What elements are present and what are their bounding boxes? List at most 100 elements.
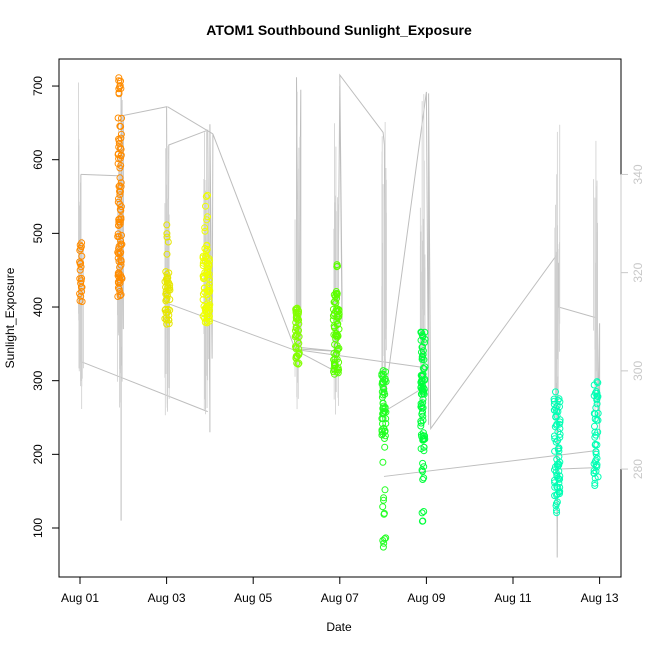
data-point — [116, 187, 123, 195]
data-point — [330, 324, 338, 332]
data-point — [379, 379, 387, 386]
data-point — [117, 179, 125, 187]
data-point — [292, 343, 299, 350]
data-point — [420, 436, 428, 443]
data-point — [591, 482, 599, 489]
data-point — [77, 259, 85, 267]
data-point — [203, 216, 211, 224]
data-point — [330, 312, 338, 320]
grey-segment — [80, 361, 208, 413]
data-point — [419, 370, 427, 378]
grey-segment — [167, 106, 214, 135]
data-point — [117, 123, 125, 130]
data-point — [593, 395, 601, 403]
grey-segment — [297, 349, 424, 368]
y-tick-label: 300 — [31, 370, 45, 390]
data-point — [115, 139, 123, 147]
data-point — [114, 272, 122, 280]
data-point — [202, 202, 209, 210]
data-point — [379, 410, 387, 418]
data-point — [330, 359, 338, 366]
data-point — [421, 339, 428, 346]
data-point — [420, 508, 428, 515]
data-point — [420, 390, 428, 398]
data-point — [333, 333, 341, 341]
data-point — [555, 479, 563, 487]
right-tick-label: 300 — [631, 361, 645, 381]
data-point — [204, 303, 212, 310]
data-point — [381, 435, 388, 442]
data-point — [204, 191, 211, 199]
data-point — [114, 284, 122, 292]
data-point — [162, 309, 170, 316]
data-point — [419, 467, 426, 475]
data-point — [379, 400, 387, 407]
data-point — [117, 240, 125, 248]
grey-segment — [383, 387, 424, 413]
data-point — [116, 164, 124, 172]
x-axis-label: Date — [326, 620, 352, 634]
data-point — [199, 312, 207, 320]
data-point — [335, 344, 343, 352]
data-point — [591, 458, 599, 466]
data-point — [76, 290, 84, 298]
data-point — [590, 467, 598, 475]
data-point — [555, 447, 563, 455]
data-point — [199, 272, 207, 280]
data-point — [76, 275, 84, 283]
x-tick-label: Aug 01 — [61, 591, 99, 605]
data-point — [116, 276, 124, 284]
data-point — [292, 327, 299, 335]
data-point — [116, 191, 124, 199]
data-point — [206, 317, 213, 325]
data-point — [114, 114, 122, 122]
data-point — [163, 221, 171, 229]
data-point — [591, 422, 598, 430]
data-point — [330, 291, 338, 299]
x-tick-label: Aug 05 — [234, 591, 272, 605]
data-point — [78, 288, 86, 295]
data-point — [556, 416, 564, 424]
right-axis: 280 300 320 340 — [620, 164, 645, 479]
data-point — [333, 263, 341, 271]
data-point — [162, 290, 170, 298]
data-point — [333, 294, 341, 302]
data-point — [592, 404, 600, 412]
data-point — [76, 258, 84, 266]
data-point — [295, 349, 303, 357]
data-point — [117, 214, 125, 222]
data-point — [556, 472, 564, 480]
data-point — [382, 415, 390, 423]
x-tick-label: Aug 09 — [407, 591, 445, 605]
data-point — [332, 288, 340, 295]
data-point — [293, 330, 301, 338]
data-point — [118, 231, 125, 239]
data-point — [556, 483, 564, 491]
data-point — [381, 486, 389, 494]
data-point — [420, 474, 428, 482]
data-point — [555, 395, 563, 403]
data-point — [333, 346, 341, 354]
grey-line — [80, 73, 601, 558]
x-tick-label: Aug 11 — [494, 591, 531, 605]
data-point — [420, 385, 428, 393]
data-point — [163, 250, 171, 258]
data-point — [556, 488, 564, 496]
data-point — [379, 367, 387, 375]
data-point — [421, 335, 429, 343]
data-point — [553, 490, 561, 498]
data-point — [76, 241, 84, 249]
data-point — [206, 257, 214, 265]
data-point — [114, 160, 122, 168]
data-point — [379, 391, 387, 399]
data-point — [380, 494, 388, 502]
data-point — [420, 463, 428, 471]
data-point — [555, 444, 563, 452]
y-tick-label: 100 — [31, 518, 45, 538]
data-point — [294, 360, 302, 368]
data-point — [117, 203, 125, 211]
y-tick-label: 200 — [31, 444, 45, 464]
data-point — [551, 479, 559, 487]
data-point — [593, 454, 601, 462]
